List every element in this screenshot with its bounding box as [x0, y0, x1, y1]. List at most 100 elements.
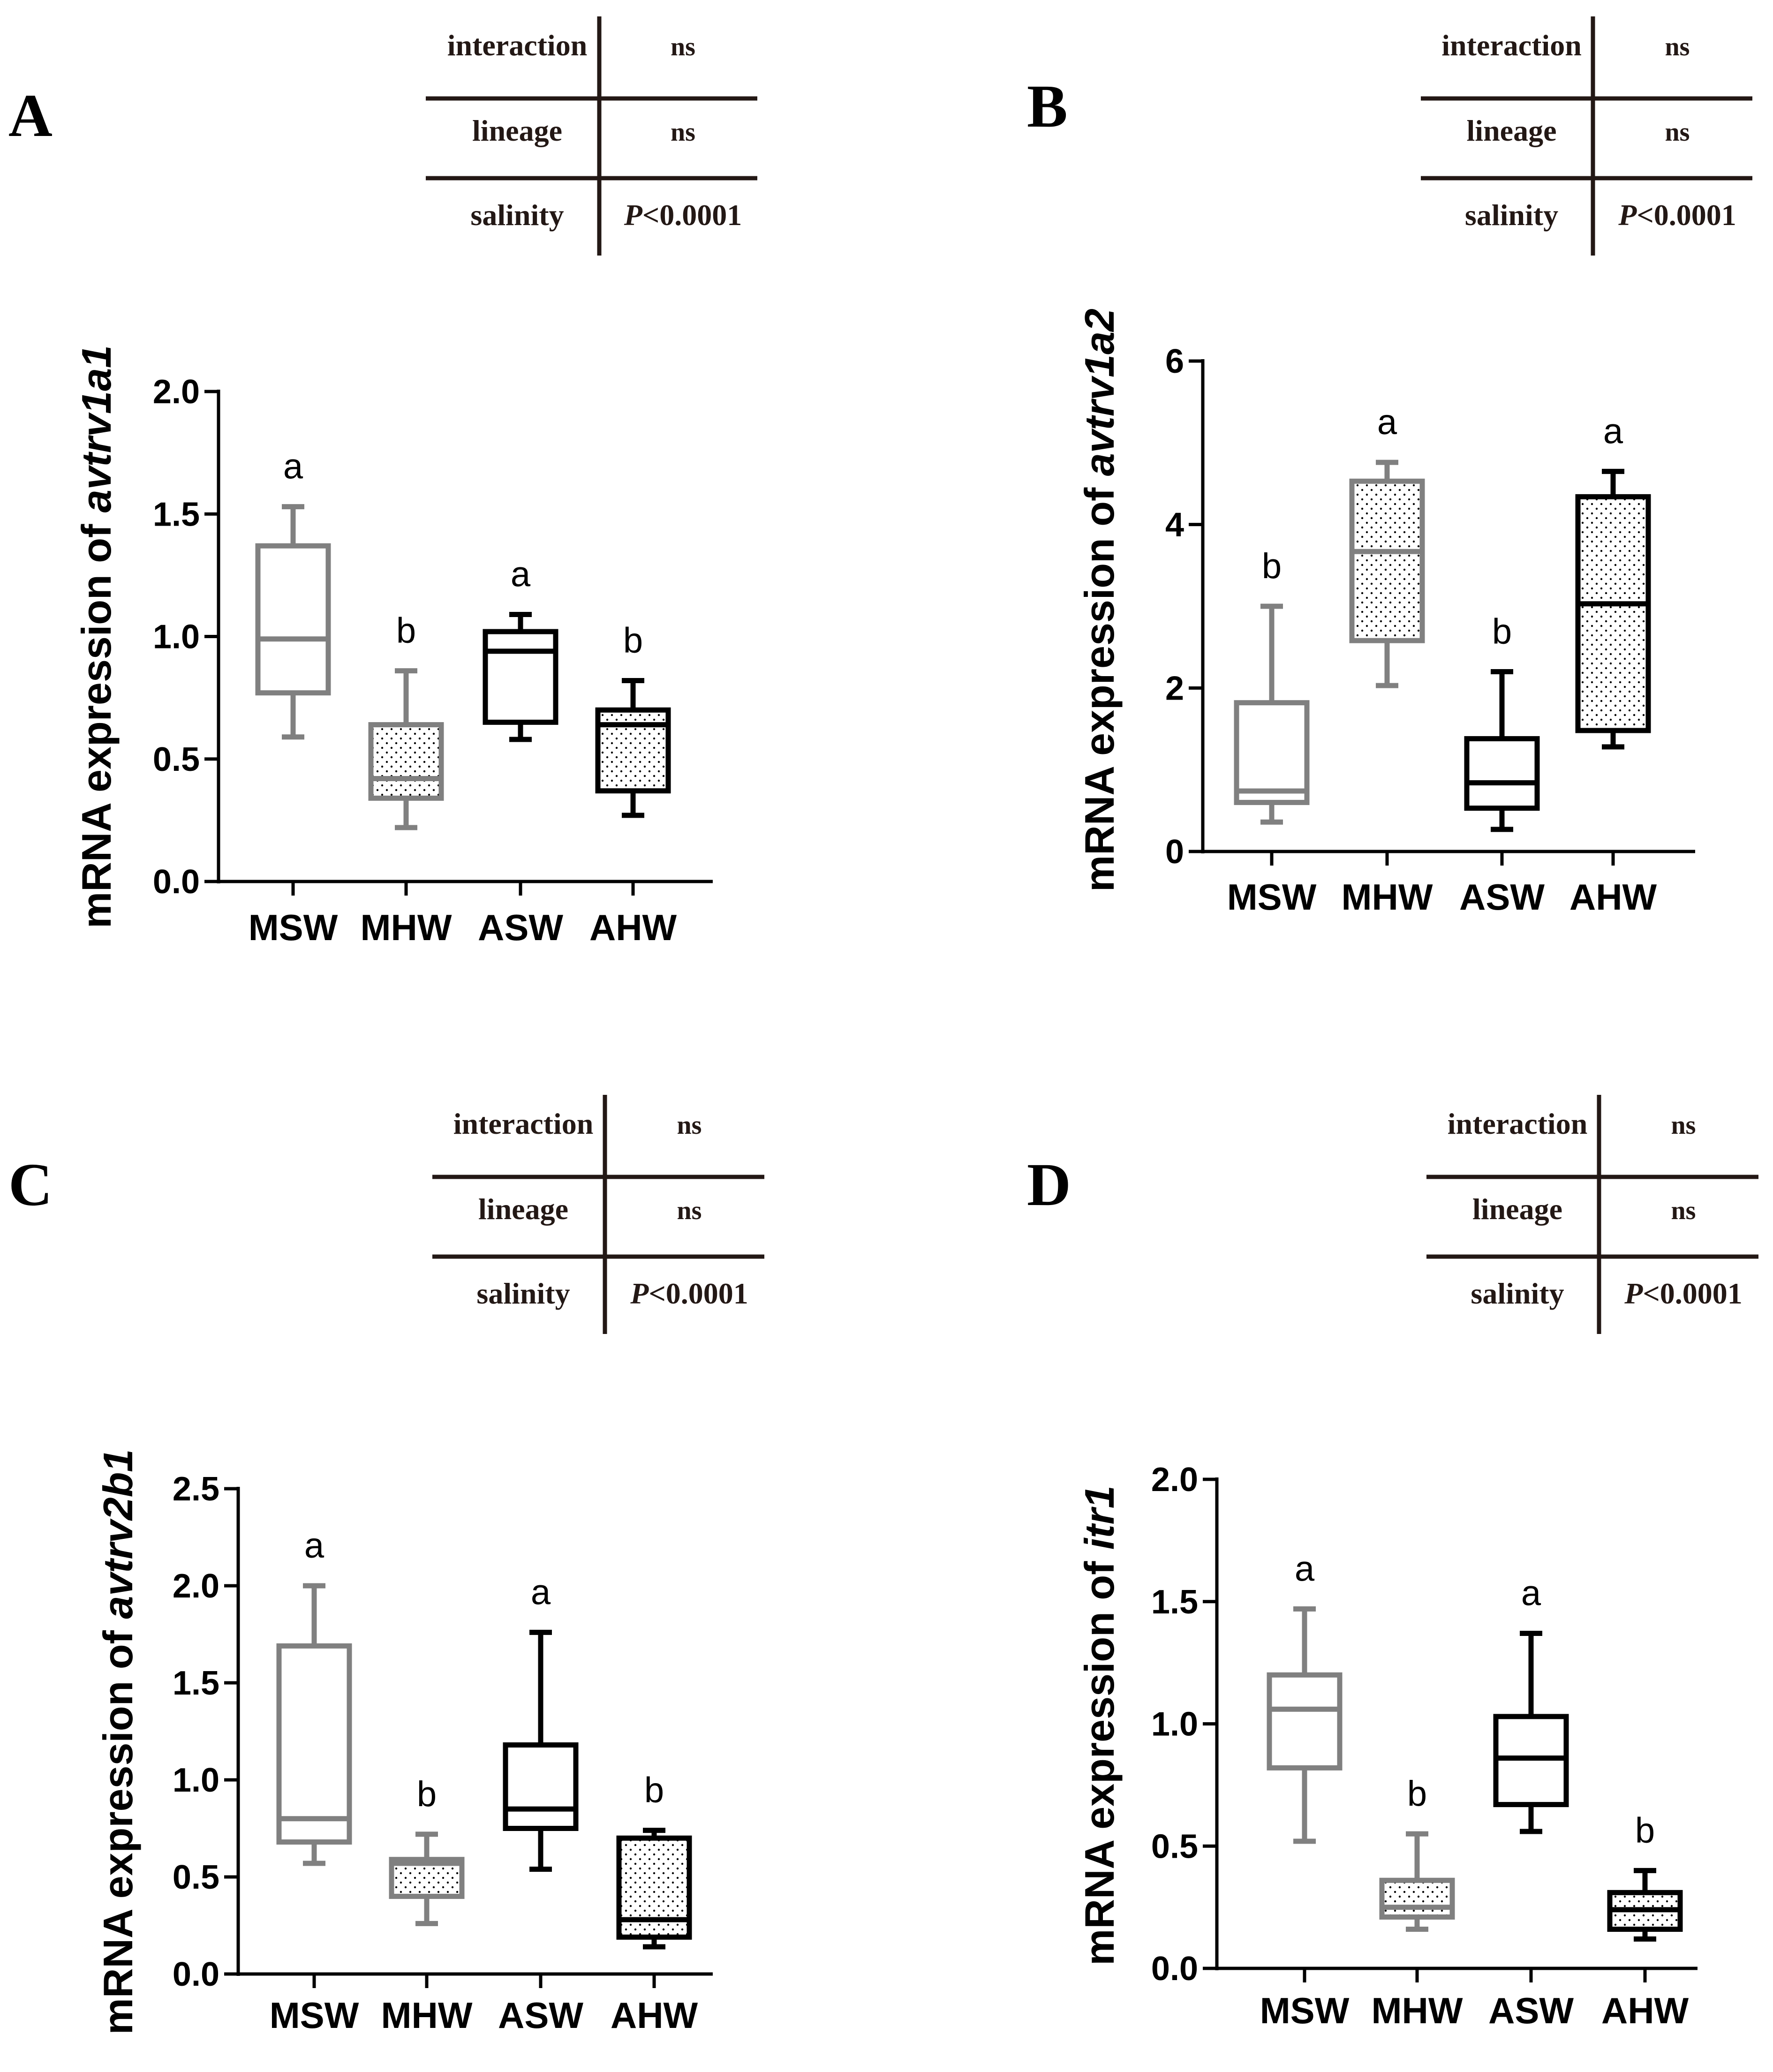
p-value: ns [671, 118, 695, 147]
box-mhw: a [1349, 402, 1425, 688]
y-tick-label: 0.5 [153, 741, 200, 778]
p-symbol: P [1618, 198, 1637, 232]
y-axis-label-prefix: mRNA expression of [95, 1619, 141, 2035]
y-axis-label-gene: avtrv2b1 [95, 1449, 141, 1619]
significance-letter: b [623, 621, 643, 661]
y-axis-label: mRNA expression of itr1 [1076, 1485, 1123, 1966]
stat-value: P<0.0001 [1624, 1277, 1743, 1310]
significance-letter: a [1295, 1549, 1315, 1589]
x-tick-label: MSW [249, 907, 338, 948]
box-iqr [1464, 736, 1540, 811]
stats-table: interaction ns lineage ns salinity P<0.0001 [426, 16, 757, 256]
x-tick-label: MHW [1372, 1990, 1463, 2031]
x-tick-label: MHW [1342, 876, 1433, 918]
x-tick-label: AHW [611, 1995, 698, 2036]
box-iqr [1349, 478, 1425, 643]
box-msw: a [276, 1526, 352, 1866]
panel-letter: A [8, 82, 53, 150]
panel-letter: B [1027, 73, 1068, 140]
stat-label: salinity [1465, 198, 1558, 232]
y-axis-label: mRNA expression of avtrv2b1 [95, 1449, 141, 2035]
x-tick-label: MSW [270, 1995, 359, 2036]
panel-letter: C [8, 1151, 53, 1219]
y-tick-label: 1.0 [153, 618, 200, 656]
plot-area: 0.0 0.5 1.0 1.5 2.0 2.5 MSW MHW ASW AHW mRNA expre… [95, 1449, 713, 2036]
significance-letter: b [1262, 546, 1282, 586]
significance-letter: a [283, 447, 303, 487]
p-value: ns [671, 32, 695, 61]
stat-value: P<0.0001 [630, 1277, 748, 1310]
box-mhw: b [368, 611, 444, 830]
p-value: <0.0001 [649, 1277, 748, 1310]
stat-value: ns [671, 118, 695, 147]
box-ahw: b [1607, 1810, 1683, 1942]
panel-letter: D [1027, 1151, 1071, 1219]
box-iqr [483, 629, 558, 725]
y-tick-label: 0.0 [1151, 1950, 1198, 1988]
significance-letter: a [304, 1526, 324, 1566]
box-iqr [503, 1742, 579, 1831]
y-tick-label: 0.5 [1151, 1828, 1198, 1865]
p-value: ns [1665, 32, 1690, 61]
box-ahw: b [616, 1771, 692, 1950]
x-tick-label: AHW [589, 907, 677, 948]
box-ahw: b [595, 621, 671, 818]
stat-value: ns [1671, 1196, 1696, 1225]
x-tick-label: ASW [1459, 876, 1545, 918]
y-tick-label: 2.0 [1151, 1461, 1198, 1499]
y-tick-label: 4 [1165, 506, 1184, 544]
stat-value: ns [1665, 118, 1690, 147]
box-msw: b [1234, 546, 1310, 825]
y-tick-label: 2.5 [173, 1470, 219, 1508]
plot-area: 0.0 0.5 1.0 1.5 2.0 MSW MHW ASW AHW mRNA expressi… [1076, 1461, 1698, 2031]
significance-letter: b [396, 611, 416, 651]
box-ahw: a [1575, 411, 1651, 750]
y-tick-label: 2.0 [153, 373, 200, 411]
stat-label: salinity [476, 1277, 570, 1310]
box-msw: a [255, 447, 331, 740]
box-asw: a [503, 1572, 579, 1872]
p-symbol: P [624, 198, 643, 232]
box-iqr [255, 543, 331, 696]
box-asw: b [1464, 611, 1540, 832]
box-iqr [1267, 1672, 1343, 1771]
stat-label: lineage [472, 114, 562, 147]
significance-letter: a [1521, 1574, 1541, 1613]
box-iqr [1234, 700, 1310, 805]
p-value: <0.0001 [1637, 198, 1736, 232]
stat-value: ns [1671, 1111, 1696, 1140]
y-axis-label-gene: avtrv1a2 [1076, 309, 1123, 476]
y-axis-label: mRNA expression of avtrv1a2 [1076, 309, 1123, 892]
stats-table: interaction ns lineage ns salinity P<0.0001 [1421, 16, 1752, 256]
stat-value: P<0.0001 [1618, 198, 1736, 232]
box-iqr [276, 1643, 352, 1845]
significance-letter: b [417, 1774, 437, 1814]
stat-label: interaction [447, 29, 588, 62]
y-tick-label: 6 [1165, 343, 1184, 380]
y-tick-label: 1.5 [173, 1665, 219, 1702]
stats-table: interaction ns lineage ns salinity P<0.0001 [432, 1095, 764, 1334]
significance-letter: a [531, 1572, 551, 1612]
x-tick-label: ASW [478, 907, 563, 948]
y-tick-label: 0.0 [173, 1956, 219, 1993]
significance-letter: a [1603, 411, 1623, 451]
box-iqr [368, 722, 444, 801]
y-tick-label: 0.0 [153, 863, 200, 901]
stat-label: interaction [1441, 29, 1582, 62]
x-tick-label: ASW [1488, 1990, 1574, 2031]
stat-label: interaction [1448, 1107, 1588, 1140]
y-tick-label: 2.0 [173, 1567, 219, 1605]
significance-letter: b [644, 1771, 664, 1810]
y-tick-label: 2 [1165, 670, 1184, 707]
x-tick-label: MHW [361, 907, 452, 948]
x-tick-label: MSW [1227, 876, 1317, 918]
stat-label: interaction [453, 1107, 594, 1140]
p-value: ns [1665, 118, 1690, 147]
stat-value: ns [677, 1196, 702, 1225]
stat-value: ns [677, 1111, 702, 1140]
box-iqr [1575, 494, 1651, 733]
p-symbol: P [630, 1277, 649, 1310]
p-symbol: P [1624, 1277, 1643, 1310]
